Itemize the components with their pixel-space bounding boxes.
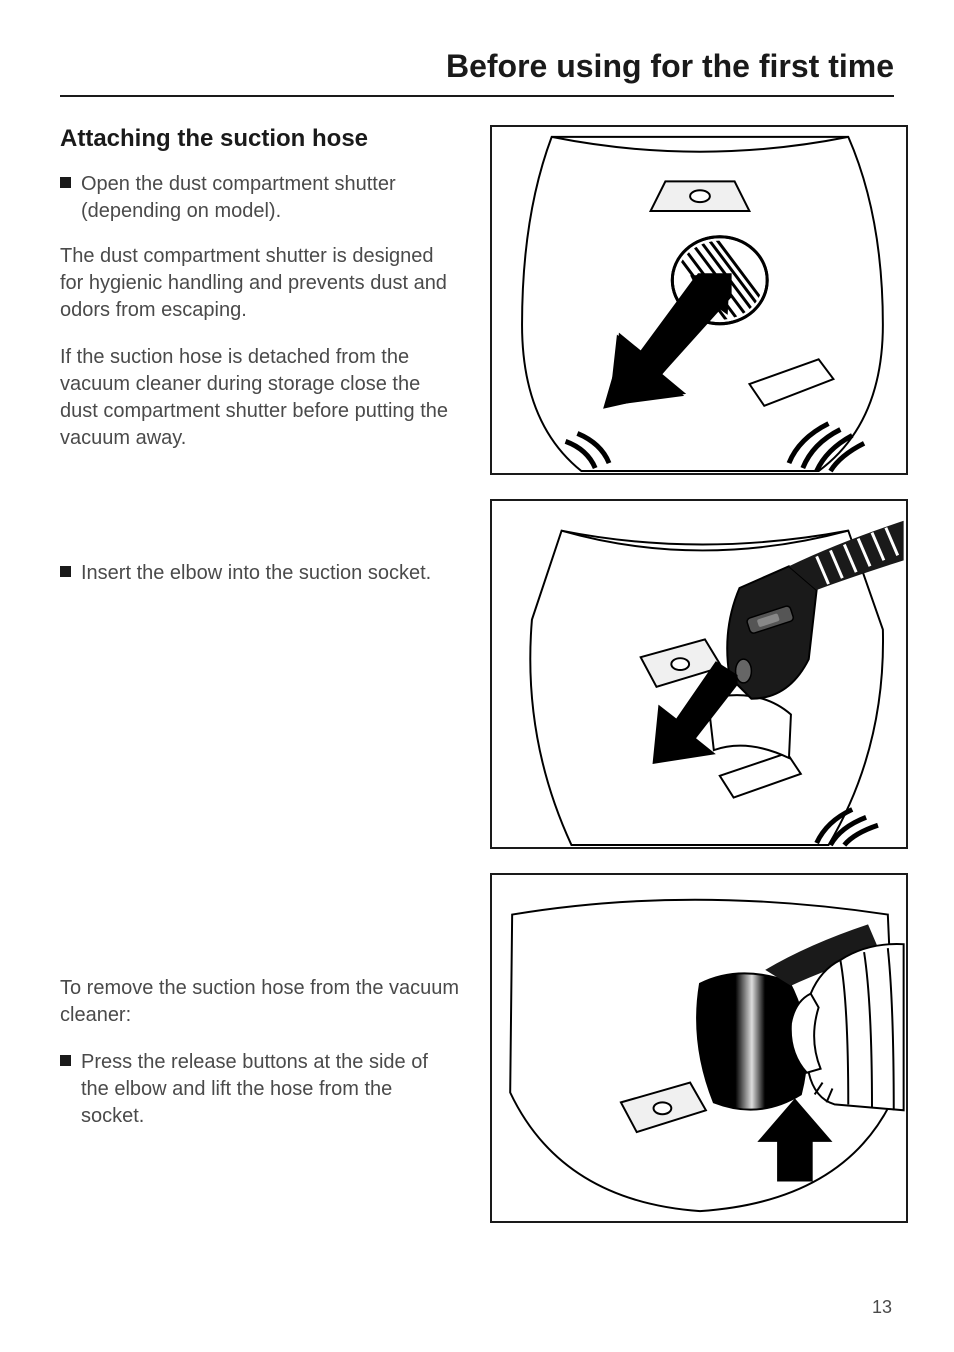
manual-page: Before using for the first time Attachin… [0,0,954,1352]
spacer [60,605,460,975]
paragraph: If the suction hose is detached from the… [60,344,460,452]
figure-insert-elbow [490,499,908,849]
two-column-layout: Attaching the suction hose Open the dust… [60,125,894,1223]
spacer [60,472,460,560]
square-bullet-icon [60,177,71,188]
bullet-text: Insert the elbow into the suction socket… [81,560,431,587]
page-number: 13 [872,1297,892,1318]
bullet-item: Insert the elbow into the suction socket… [60,560,460,587]
left-column: Attaching the suction hose Open the dust… [60,125,460,1223]
page-header: Before using for the first time [60,48,894,97]
bullet-text: Open the dust compartment shutter (depen… [81,171,460,225]
bullet-text: Press the release buttons at the side of… [81,1049,460,1130]
right-column [490,125,908,1223]
square-bullet-icon [60,1055,71,1066]
section-heading: Attaching the suction hose [60,125,460,153]
square-bullet-icon [60,566,71,577]
paragraph: To remove the suction hose from the vacu… [60,975,460,1029]
paragraph: The dust compartment shutter is designed… [60,243,460,324]
figure-release-hose [490,873,908,1223]
bullet-item: Open the dust compartment shutter (depen… [60,171,460,225]
figure-open-shutter [490,125,908,475]
bullet-item: Press the release buttons at the side of… [60,1049,460,1130]
